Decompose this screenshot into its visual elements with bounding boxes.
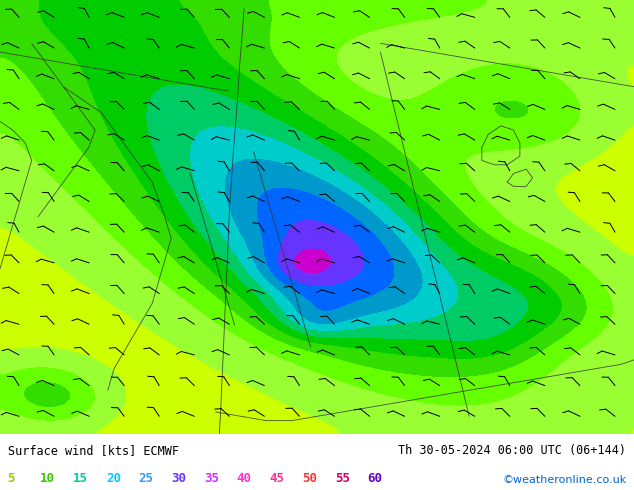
Text: 30: 30: [171, 472, 186, 486]
Text: 10: 10: [41, 472, 55, 486]
Text: 5: 5: [8, 472, 15, 486]
Text: 40: 40: [236, 472, 252, 486]
Text: 20: 20: [106, 472, 121, 486]
Text: ©weatheronline.co.uk: ©weatheronline.co.uk: [502, 475, 626, 486]
Text: 15: 15: [73, 472, 88, 486]
Text: 50: 50: [302, 472, 317, 486]
Text: 25: 25: [139, 472, 153, 486]
Text: 55: 55: [335, 472, 350, 486]
Text: 60: 60: [368, 472, 383, 486]
Text: Surface wind [kts] ECMWF: Surface wind [kts] ECMWF: [8, 444, 179, 457]
Text: 45: 45: [269, 472, 285, 486]
Text: 35: 35: [204, 472, 219, 486]
Text: Th 30-05-2024 06:00 UTC (06+144): Th 30-05-2024 06:00 UTC (06+144): [398, 444, 626, 457]
